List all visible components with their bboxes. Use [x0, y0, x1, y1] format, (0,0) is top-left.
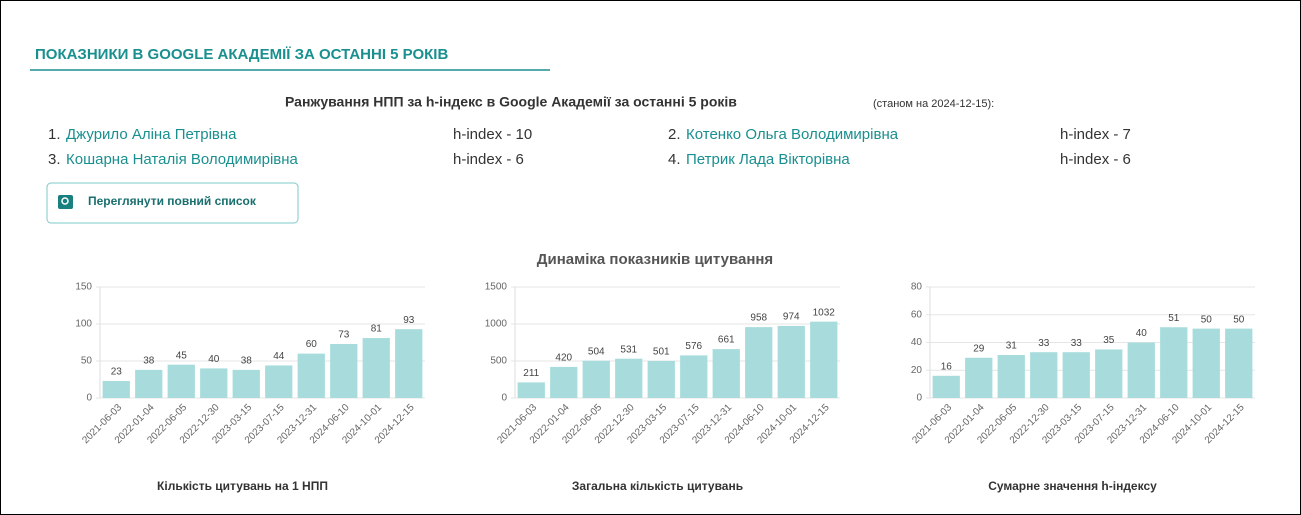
ranking-title: Ранжування НПП за h-індекс в Google Акад…: [285, 94, 737, 110]
y-tick-label: 150: [75, 282, 92, 293]
y-tick-label: 0: [501, 393, 507, 404]
bar: [615, 358, 643, 398]
y-tick-label: 50: [81, 356, 93, 367]
y-tick-label: 0: [916, 393, 922, 404]
bar: [200, 368, 228, 398]
bar: [232, 369, 260, 398]
bar: [1160, 327, 1188, 398]
bar: [997, 354, 1025, 398]
bar: [1127, 342, 1155, 398]
value-label: 38: [143, 356, 155, 367]
bar: [102, 380, 130, 398]
bar: [517, 382, 545, 398]
search-icon-glass: [61, 197, 69, 205]
y-tick-label: 500: [490, 356, 507, 367]
value-label: 44: [273, 351, 285, 362]
rank: 4.: [668, 151, 681, 168]
value-label: 73: [338, 330, 350, 341]
bar: [1062, 352, 1090, 398]
chart-caption: Загальна кількість цитувань: [572, 479, 743, 493]
value-label: 211: [523, 368, 539, 379]
bar: [297, 353, 325, 398]
y-tick-label: 60: [911, 309, 923, 320]
value-label: 33: [1038, 338, 1050, 349]
bar: [330, 343, 358, 398]
value-label: 93: [403, 315, 415, 326]
search-icon: [58, 195, 73, 209]
button-box[interactable]: [46, 182, 299, 224]
bar: [810, 321, 838, 398]
value-label: 23: [111, 367, 123, 378]
h-index: h-index - 7: [1060, 126, 1131, 143]
bar: [965, 357, 993, 398]
y-tick-label: 0: [86, 393, 92, 404]
value-label: 50: [1233, 314, 1245, 325]
value-label: 661: [718, 335, 735, 346]
y-tick-label: 100: [75, 319, 92, 330]
value-label: 81: [371, 324, 383, 335]
rank: 3.: [48, 151, 61, 168]
bar: [1095, 349, 1123, 398]
h-index: h-index - 6: [1060, 151, 1131, 168]
bar: [582, 360, 610, 398]
ranking-note: (станом на 2024-12-15):: [873, 98, 994, 110]
bar: [135, 369, 163, 398]
value-label: 576: [685, 341, 702, 352]
person-link[interactable]: Котенко Ольга Володимирівна: [686, 126, 899, 143]
bar: [362, 338, 390, 398]
person-link[interactable]: Джурило Аліна Петрівна: [66, 126, 237, 143]
bar: [550, 366, 578, 398]
y-tick-label: 20: [911, 365, 923, 376]
value-label: 504: [588, 346, 605, 357]
bar: [1192, 328, 1220, 398]
value-label: 1032: [813, 307, 836, 318]
bar: [167, 364, 195, 398]
button[interactable]: Переглянути повний список: [46, 182, 299, 224]
button-label[interactable]: Переглянути повний список: [88, 194, 257, 208]
h-index: h-index - 10: [453, 126, 532, 143]
value-label: 51: [1168, 313, 1180, 324]
y-tick-label: 1000: [485, 319, 508, 330]
value-label: 60: [306, 339, 318, 350]
value-label: 16: [941, 361, 953, 372]
chart-caption: Кількість цитувань на 1 НПП: [157, 479, 328, 493]
chart-caption: Сумарне значення h-індексу: [988, 479, 1157, 493]
y-tick-label: 1500: [485, 282, 508, 293]
bar: [777, 325, 805, 398]
value-label: 40: [1136, 328, 1148, 339]
value-label: 29: [973, 343, 985, 354]
h-index: h-index - 6: [453, 151, 524, 168]
value-label: 531: [620, 344, 637, 355]
page-title: ПОКАЗНИКИ В GOOGLE АКАДЕМІЇ ЗА ОСТАННІ 5…: [35, 46, 448, 63]
rank: 1.: [48, 126, 61, 143]
value-label: 501: [653, 347, 670, 358]
bar: [647, 360, 675, 398]
y-tick-label: 40: [911, 337, 923, 348]
bar: [1030, 352, 1058, 398]
person-link[interactable]: Кошарна Наталія Володимирівна: [66, 151, 299, 168]
value-label: 50: [1201, 314, 1213, 325]
bar: [395, 329, 423, 398]
value-label: 420: [555, 353, 572, 364]
person-link[interactable]: Петрик Лада Вікторівна: [686, 151, 850, 168]
value-label: 40: [208, 354, 220, 365]
value-label: 38: [241, 356, 253, 367]
value-label: 958: [750, 313, 767, 324]
bar: [1225, 328, 1253, 398]
charts-title: Динаміка показників цитування: [537, 251, 773, 268]
value-label: 45: [176, 350, 188, 361]
rank: 2.: [668, 126, 681, 143]
bar: [680, 355, 708, 398]
value-label: 974: [783, 312, 800, 323]
bar: [932, 375, 960, 398]
value-label: 33: [1071, 338, 1083, 349]
value-label: 35: [1103, 335, 1115, 346]
value-label: 31: [1006, 341, 1018, 352]
y-tick-label: 80: [911, 282, 923, 293]
bar: [712, 349, 740, 398]
bar: [745, 327, 773, 398]
bar: [265, 365, 293, 398]
